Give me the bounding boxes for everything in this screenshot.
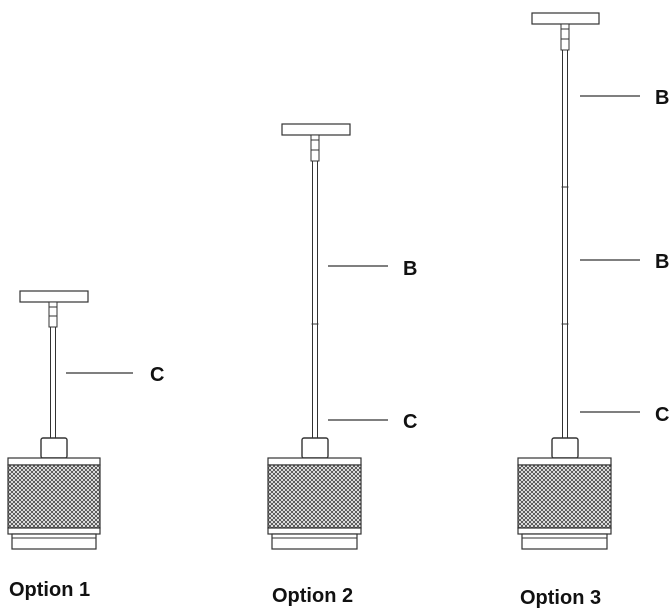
shade-top-ring-3	[517, 457, 612, 466]
callout-c-3: C	[655, 404, 669, 426]
pendant-option-2: B C Option 2	[267, 123, 417, 607]
canopy-3	[531, 12, 600, 25]
option-2-label: Option 2	[272, 585, 353, 607]
socket-cup-2	[301, 437, 329, 459]
shade-top-ring-1	[7, 457, 101, 466]
canopy-1	[19, 290, 89, 303]
option-1-label: Option 1	[9, 579, 90, 601]
callout-b-2: B	[403, 258, 417, 280]
canopy-mount-1	[48, 301, 58, 308]
mesh-shade-3	[517, 464, 612, 529]
mesh-shade-1	[7, 464, 101, 529]
diffuser-1	[11, 533, 97, 550]
rod-segment-c-3	[562, 323, 568, 439]
callout-b-3a: B	[655, 87, 669, 109]
rod-segment-b-3b	[562, 186, 568, 325]
shade-top-ring-2	[267, 457, 362, 466]
rod-segment-b-3a	[562, 49, 568, 188]
socket-cup-3	[551, 437, 579, 459]
mesh-shade-2	[267, 464, 362, 529]
diffuser-3	[521, 533, 608, 550]
swivel-joint-1	[48, 306, 58, 328]
rod-segment-c-1	[50, 326, 56, 439]
canopy-mount-2	[310, 134, 320, 141]
shade-bottom-ring-3	[517, 527, 612, 535]
option-3-label: Option 3	[520, 587, 601, 609]
canopy-mount-3	[560, 23, 570, 30]
callout-c-2: C	[403, 411, 417, 433]
socket-cup-1	[40, 437, 68, 459]
rod-segment-b-2	[312, 160, 318, 325]
callout-b-3b: B	[655, 251, 669, 273]
pendant-option-1: C Option 1	[7, 290, 164, 601]
rod-segment-c-2	[312, 323, 318, 439]
shade-bottom-ring-1	[7, 527, 101, 535]
diffuser-2	[271, 533, 358, 550]
pendant-option-3: B B C Option 3	[517, 12, 669, 609]
callout-c-1: C	[150, 364, 164, 386]
canopy-2	[281, 123, 351, 136]
shade-bottom-ring-2	[267, 527, 362, 535]
